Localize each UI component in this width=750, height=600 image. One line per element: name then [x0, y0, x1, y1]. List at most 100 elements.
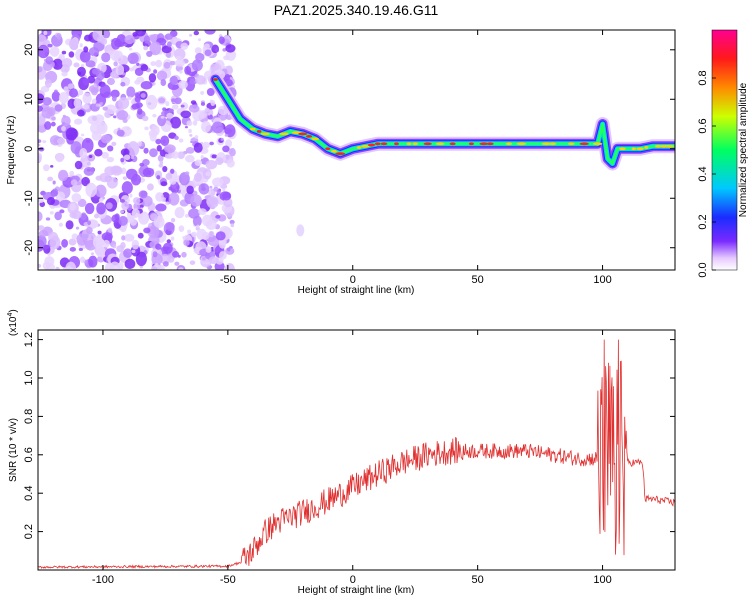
noise-blob [50, 164, 54, 168]
noise-blob [63, 86, 69, 93]
ridge-hotspot [516, 142, 527, 146]
noise-blob [38, 211, 43, 222]
noise-blob [142, 115, 149, 122]
ridge-hotspot [331, 149, 337, 153]
noise-blob [139, 162, 145, 167]
noise-blob [146, 50, 153, 58]
noise-blob [83, 166, 95, 176]
noise-blob [74, 160, 83, 170]
noise-blob [187, 229, 192, 235]
top-ytick-label: 20 [23, 44, 35, 56]
noise-blob [69, 211, 78, 219]
noise-blob [188, 104, 200, 113]
noise-blob [220, 183, 228, 189]
noise-blob [88, 84, 101, 93]
bottom-x-axis-label: Height of straight line (km) [298, 585, 415, 596]
noise-blob [130, 218, 138, 226]
noise-blob [205, 171, 211, 177]
noise-blob [149, 41, 162, 56]
ridge-hotspot [325, 147, 331, 151]
noise-blob [137, 107, 143, 115]
noise-blob [198, 208, 207, 216]
noise-blob [68, 38, 79, 51]
noise-blob [155, 203, 167, 212]
noise-blob [134, 67, 144, 76]
noise-blob [207, 235, 220, 247]
noise-blob [160, 135, 170, 147]
bottom-y-axis: 1.2 1.0 0.8 0.6 0.4 0.2 [23, 332, 675, 539]
noise-blob [168, 186, 173, 191]
noise-blob [129, 193, 133, 198]
noise-blob [165, 101, 170, 107]
noise-blob [49, 211, 54, 215]
noise-blob [142, 167, 155, 178]
noise-blob [82, 104, 90, 110]
colorbar: 0.0 0.2 0.4 0.6 0.8 Normalized spectral ampl… [697, 29, 749, 278]
noise-blob [166, 112, 174, 119]
noise-blob [211, 121, 224, 134]
noise-blob [161, 45, 172, 54]
noise-blob [164, 153, 169, 158]
top-ytick-label: 10 [23, 93, 35, 105]
noise-blob [182, 236, 187, 239]
ridge-hotspot [423, 142, 432, 146]
noise-blob [194, 135, 199, 139]
ridge-hotspot [592, 142, 603, 146]
noise-blob [181, 251, 187, 258]
noise-blob [131, 249, 136, 254]
noise-blob [78, 247, 83, 252]
noise-blob [44, 121, 52, 130]
noise-blob [76, 233, 88, 246]
top-x-axis: -100 -50 0 50 100 [92, 30, 612, 286]
scale-factor-base: (x10 [8, 316, 19, 336]
noise-blob [116, 110, 129, 120]
noise-blob [106, 77, 115, 86]
ridge-hotspot [380, 142, 388, 146]
noise-blob [207, 114, 213, 120]
noise-blob [70, 179, 78, 186]
noise-blob [207, 113, 211, 116]
bottom-xtick-label: -50 [220, 574, 236, 586]
noise-blob [124, 204, 128, 207]
noise-blob [43, 164, 50, 172]
noise-blob [209, 99, 213, 103]
ridge-hotspot [548, 142, 557, 146]
bottom-ytick-label: 0.4 [23, 486, 35, 501]
noise-blob [197, 38, 201, 42]
noise-blob [191, 59, 203, 72]
ridge-hotspot [636, 147, 644, 151]
noise-blob [174, 97, 182, 105]
noise-blob [224, 124, 236, 138]
noise-blob [143, 45, 149, 51]
ridge-hotspot [541, 142, 552, 146]
noise-blob [191, 231, 197, 238]
noise-blob [160, 79, 167, 87]
noise-blob [169, 75, 179, 85]
noise-blob [148, 223, 152, 227]
noise-blob [38, 139, 42, 144]
noise-blob [38, 34, 47, 47]
noise-blob [156, 145, 162, 152]
noise-blob [120, 242, 126, 249]
noise-blob [38, 225, 45, 231]
noise-blob [167, 254, 175, 263]
noise-blob [169, 60, 176, 66]
noise-blob [155, 138, 162, 145]
noise-blob [75, 226, 80, 230]
noise-blob [112, 244, 117, 249]
noise-blob [50, 121, 56, 127]
noise-blob [68, 238, 77, 246]
colorbar-tick-label: 0.2 [697, 214, 709, 229]
noise-blob [123, 154, 131, 161]
noise-blob [54, 104, 63, 112]
noise-blob [145, 94, 158, 110]
noise-blob [230, 223, 235, 228]
noise-blob [107, 227, 113, 234]
noise-blob [194, 47, 202, 55]
noise-blob [174, 59, 186, 67]
noise-blob [172, 250, 180, 258]
noise-blob [170, 236, 175, 241]
noise-blob [42, 140, 47, 144]
noise-blob [184, 125, 189, 129]
noise-blob [163, 61, 171, 69]
